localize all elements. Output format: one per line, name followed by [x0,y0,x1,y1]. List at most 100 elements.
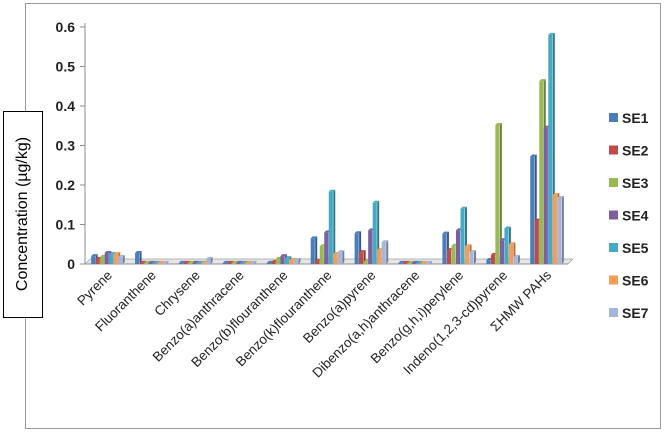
bar-se4 [192,262,197,264]
bar-se2 [95,258,100,264]
x-category-label: Pyrene [74,268,115,309]
bar-se3 [231,262,237,264]
bar-top-se2 [139,260,147,263]
bar-se7 [118,256,123,264]
bar-top-se7 [118,254,125,257]
bar-top-se6 [508,242,516,245]
bar-se4 [412,262,417,264]
bar-se2 [227,262,232,264]
bar-se1 [442,233,447,264]
bar-top-se5 [240,260,248,263]
bar-se4 [543,127,548,264]
bar-se6 [113,254,118,264]
bar-side-se7 [561,196,564,264]
bar-top-se3 [144,260,151,263]
bar-se5 [153,262,158,264]
bar-side-se5 [333,189,336,264]
bar-side-se7 [430,260,433,264]
bar-side-se7 [254,260,257,264]
legend-swatch-se6 [609,275,618,285]
bar-se5 [460,208,465,264]
bar-se7 [249,262,255,264]
bar-top-se7 [513,254,520,257]
bar-top-se7 [249,260,257,263]
bar-se2 [534,220,539,264]
bar-top-se2 [403,260,410,263]
bar-se4 [236,262,241,264]
bar-se4 [324,232,329,264]
bar-top-se6 [552,192,560,195]
bar-top-se5 [109,252,116,255]
bar-se4 [148,262,153,264]
bar-top-se7 [162,260,169,263]
bar-top-se3 [495,122,502,125]
legend-swatch-se3 [609,178,618,187]
bar-top-se6 [421,260,428,263]
legend-label-se4: SE4 [622,208,649,224]
bar-se1 [486,260,491,264]
bar-top-se3 [231,260,239,263]
bar-top-se6 [465,244,472,247]
bar-se1 [354,233,359,264]
y-tick-label: 0.1 [56,217,76,233]
bar-top-se6 [157,260,165,263]
legend-label-se5: SE5 [622,240,649,256]
bar-se6 [333,254,338,264]
bar-se6 [421,262,426,264]
bar-se7 [425,262,430,264]
legend-label-se2: SE2 [622,143,649,159]
bar-se5 [109,254,114,264]
bar-se1 [530,156,535,264]
legend-swatch-se2 [609,145,618,155]
legend-label-se7: SE7 [622,305,649,321]
bar-se7 [162,262,167,264]
bar-top-se1 [354,231,362,234]
bar-top-se1 [91,254,98,257]
bar-se6 [245,262,250,264]
bar-side-se3 [499,122,502,265]
bar-se5 [328,191,333,264]
bar-se2 [359,252,364,264]
bar-top-se4 [104,250,112,253]
bar-top-se1 [442,231,449,234]
bar-se6 [157,262,162,264]
bar-se4 [104,252,109,264]
y-tick-label: 0 [67,256,75,272]
bar-top-se4 [148,260,156,263]
bar-se1 [91,256,96,264]
bar-se6 [508,244,514,264]
bar-top-se1 [178,260,186,263]
bar-side-se7 [298,258,301,264]
bar-top-se7 [469,250,477,253]
bar-top-se5 [504,226,511,229]
bar-side-se7 [386,240,389,264]
bar-se5 [504,228,509,264]
bar-top-se3 [407,260,415,263]
bar-se3 [319,246,324,264]
bar-se1 [222,262,227,264]
bar-se4 [499,240,504,264]
legend-label-se3: SE3 [622,175,649,191]
bar-top-se5 [416,260,424,263]
bar-side-se7 [210,256,213,264]
bar-top-se4 [412,260,419,263]
bar-top-se7 [206,256,213,259]
legend-label-se1: SE1 [622,110,649,126]
bar-top-se1 [530,154,537,157]
bar-top-se6 [245,260,252,263]
y-tick-label: 0.3 [56,138,76,154]
bar-se5 [372,202,377,264]
bar-side-se7 [342,250,345,264]
bar-top-se3 [539,79,546,82]
bar-top-se5 [328,189,336,192]
bar-side-se5 [377,200,380,264]
bar-se2 [315,260,320,264]
bar-side-se1 [139,250,142,264]
y-tick-label: 0.2 [56,177,76,193]
legend-label-se6: SE6 [622,273,649,289]
bar-se7 [557,198,562,264]
bar-se6 [201,262,206,264]
bar-se4 [280,256,285,264]
